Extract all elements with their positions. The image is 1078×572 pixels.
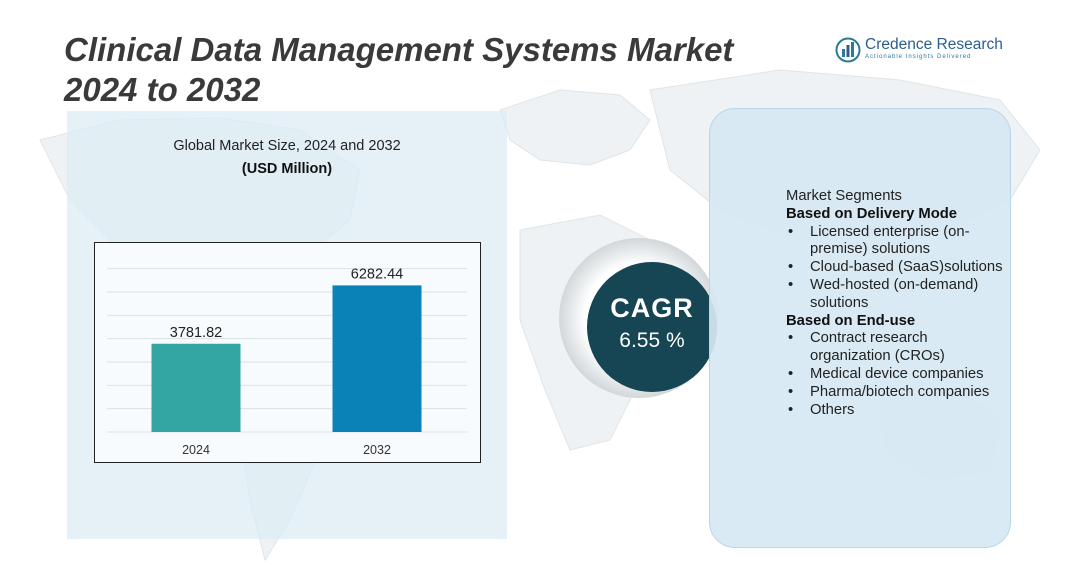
page-title: Clinical Data Management Systems Market … — [64, 30, 804, 110]
bar-chart-svg: 3781.82 2024 6282.44 2032 — [107, 266, 467, 457]
segment-item: Wed-hosted (on-demand) solutions — [786, 277, 1008, 313]
market-size-panel: Global Market Size, 2024 and 2032 (USD M… — [67, 111, 507, 539]
map-europe — [499, 89, 651, 166]
credence-research-logo[interactable]: Credence Research Actionable Insights De… — [835, 36, 1010, 66]
cagr-label: CAGR — [610, 293, 694, 323]
bar-chart: 3781.82 2024 6282.44 2032 — [94, 242, 481, 463]
end-use-list: Contract research organization (CROs) Me… — [786, 330, 1008, 419]
segment-heading-delivery-mode: Based on Delivery Mode — [786, 205, 958, 222]
segment-item: Others — [786, 402, 1008, 420]
segment-item: Contract research organization (CROs) — [786, 330, 1008, 366]
data-label-2024: 3781.82 — [170, 325, 222, 341]
bar-2032 — [332, 285, 422, 432]
x-tick-label-2032: 2032 — [363, 443, 391, 457]
segment-item: Pharma/biotech companies — [786, 384, 1008, 402]
segments-list: Market Segments Based on Delivery Mode L… — [786, 188, 1008, 419]
segment-item: Medical device companies — [786, 366, 1008, 384]
x-tick-label-2024: 2024 — [182, 443, 210, 457]
bar-chart-logo-icon — [835, 37, 861, 63]
bar-2024 — [151, 343, 241, 432]
segments-title: Market Segments — [786, 188, 902, 204]
title-line-1: Clinical Data Management Systems Market — [64, 31, 734, 68]
cagr-value: 6.55 % — [619, 329, 685, 352]
logo-name: Credence Research — [865, 36, 1003, 53]
chart-title: Global Market Size, 2024 and 2032 — [173, 138, 401, 154]
delivery-mode-list: Licensed enterprise (on-premise) solutio… — [786, 224, 1008, 313]
market-segments-panel: Market Segments Based on Delivery Mode L… — [709, 108, 1011, 548]
chart-unit: (USD Million) — [241, 161, 333, 177]
segment-item: Cloud-based (SaaS)solutions — [786, 259, 1008, 277]
segment-item: Licensed enterprise (on-premise) solutio… — [786, 224, 1008, 260]
cagr-badge: CAGR 6.55 % — [587, 262, 717, 392]
segment-heading-end-use: Based on End-use — [786, 312, 916, 329]
logo-tagline: Actionable Insights Delivered — [865, 54, 972, 60]
title-line-2: 2024 to 2032 — [64, 71, 261, 108]
data-label-2032: 6282.44 — [351, 266, 403, 282]
